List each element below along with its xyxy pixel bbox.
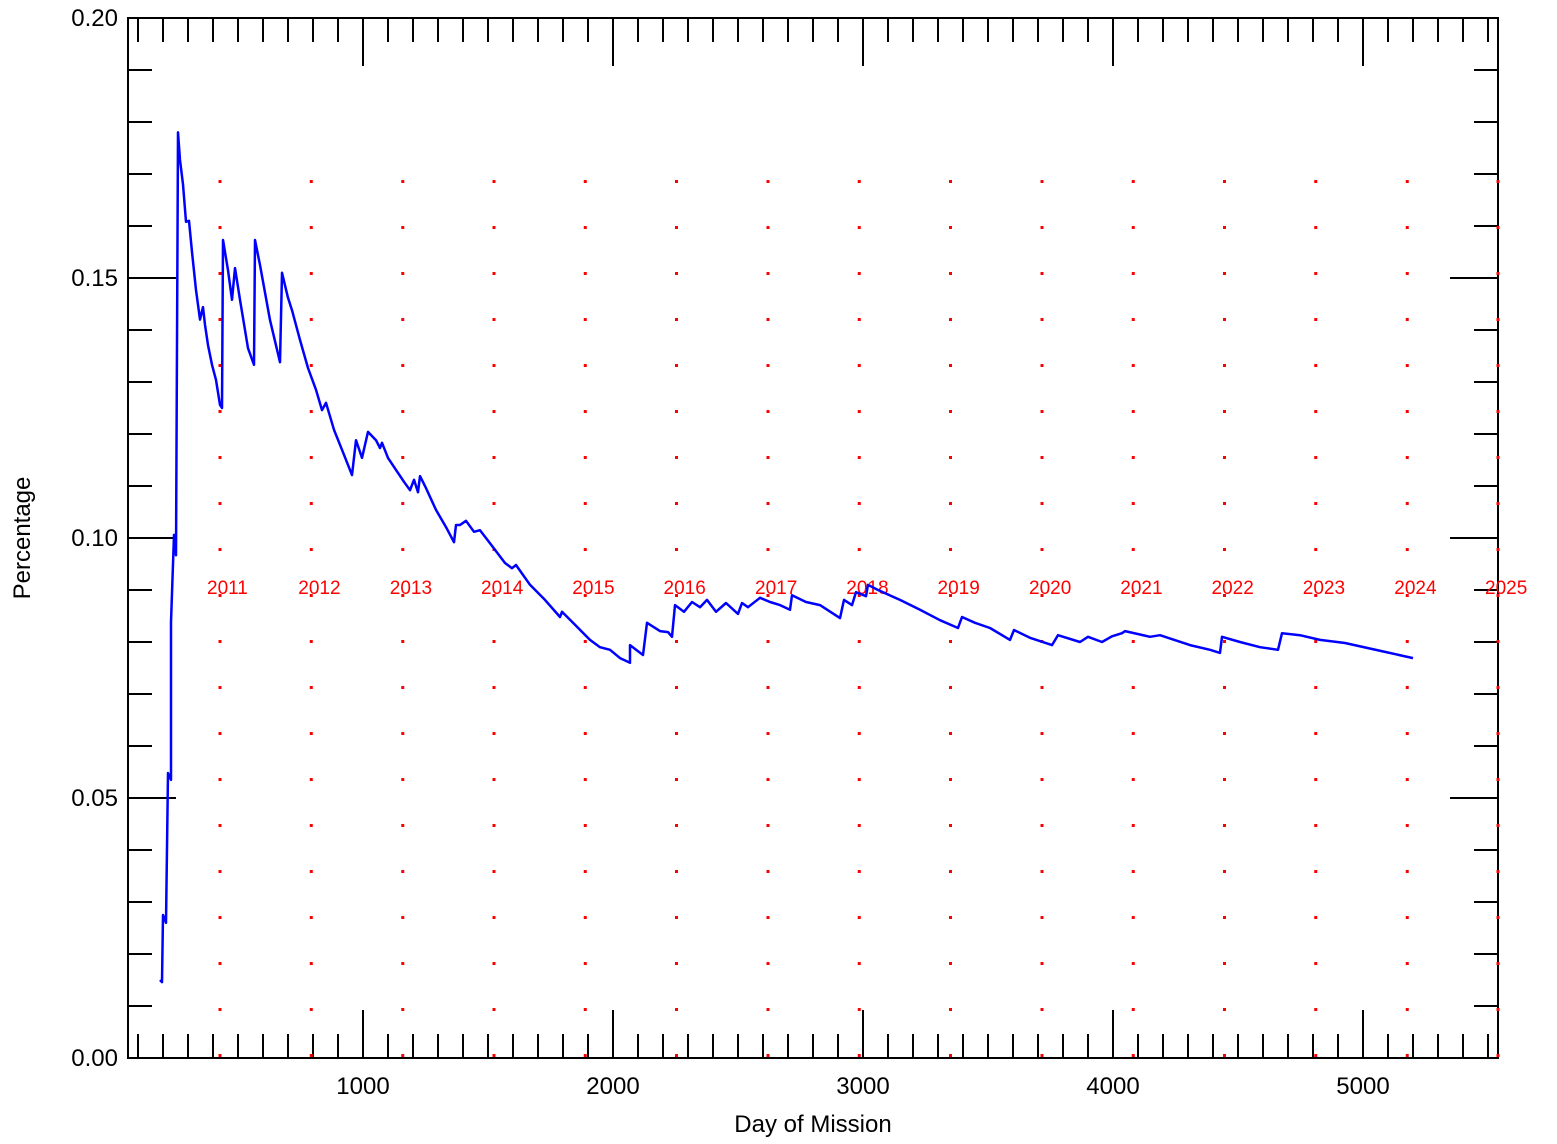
year-label: 2019 [938,578,980,599]
year-label: 2011 [207,578,248,599]
y-tick-label: 0.00 [71,1045,118,1072]
year-label: 2021 [1120,578,1162,599]
year-label: 2025 [1485,578,1527,599]
y-tick-label: 0.20 [71,5,118,32]
data-line [159,131,1414,984]
year-label: 2013 [390,578,432,599]
year-label: 2023 [1303,578,1345,599]
year-label: 2022 [1212,578,1254,599]
y-tick-label: 0.10 [71,525,118,552]
x-axis-label: Day of Mission [734,1111,891,1138]
y-tick-label: 0.05 [71,785,118,812]
year-label: 2016 [664,578,706,599]
year-label: 2020 [1029,578,1071,599]
year-label: 2012 [298,578,340,599]
plot-frame [127,17,1499,1059]
year-label: 2014 [481,578,524,599]
x-tick-label: 4000 [1086,1073,1139,1100]
year-label: 2017 [755,578,797,599]
y-axis-label: Percentage [9,477,36,600]
x-tick-label: 2000 [586,1073,639,1100]
x-tick-label: 5000 [1336,1073,1389,1100]
y-tick-label: 0.15 [71,265,118,292]
x-tick-label: 3000 [836,1073,889,1100]
x-tick-label: 1000 [336,1073,389,1100]
year-label: 2015 [572,578,614,599]
year-label: 2024 [1394,578,1437,599]
